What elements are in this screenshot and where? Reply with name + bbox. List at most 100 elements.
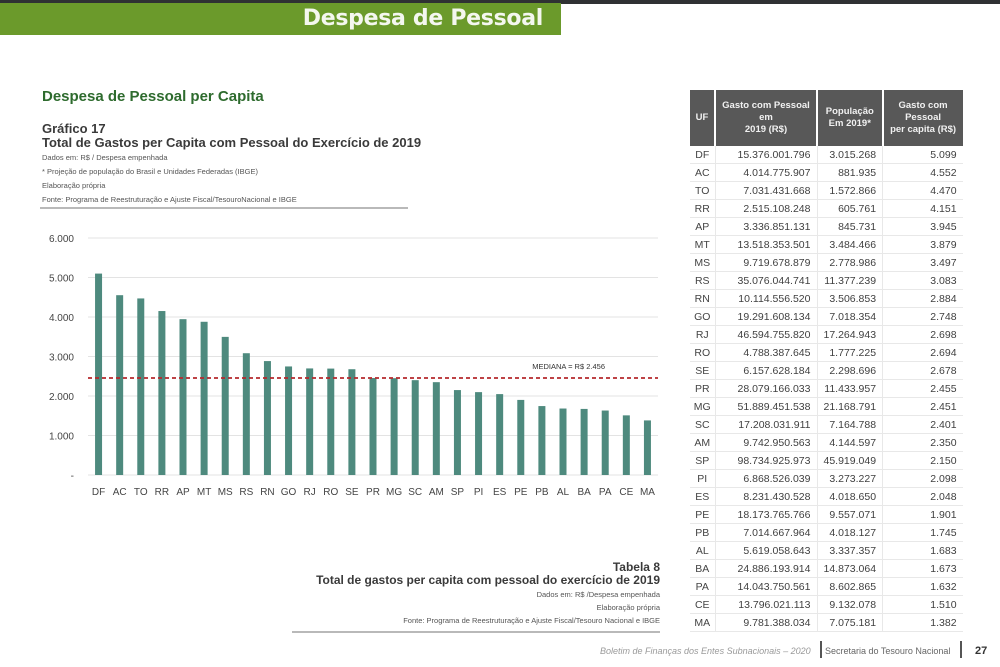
- cell-uf: MT: [690, 235, 716, 254]
- cell-uf: AM: [690, 433, 716, 452]
- x-tick-label: BA: [577, 487, 591, 498]
- x-tick-label: AC: [113, 487, 127, 498]
- cell-uf: MA: [690, 613, 716, 632]
- cell-per-capita: 2.678: [882, 361, 963, 380]
- cell-uf: RJ: [690, 325, 716, 344]
- y-tick-label: 3.000: [49, 353, 74, 364]
- cell-gasto: 5.619.058.643: [715, 541, 818, 560]
- cell-per-capita: 3.497: [882, 253, 963, 272]
- y-tick-label: 1.000: [49, 432, 74, 443]
- header-per-capita: Gasto com Pessoal per capita (R$): [882, 90, 963, 146]
- x-tick-label: SP: [451, 487, 465, 498]
- x-tick-label: CE: [619, 487, 633, 498]
- cell-gasto: 10.114.556.520: [715, 289, 818, 308]
- cell-uf: ES: [690, 487, 716, 506]
- bar: [137, 298, 145, 475]
- cell-populacao: 7.075.181: [817, 613, 884, 632]
- table-row: ES 8.231.430.528 4.018.650 2.048: [690, 487, 963, 506]
- cell-uf: BA: [690, 559, 716, 578]
- x-tick-label: RN: [260, 487, 274, 498]
- cell-gasto: 13.518.353.501: [715, 235, 818, 254]
- cell-gasto: 3.336.851.131: [715, 217, 818, 236]
- cell-populacao: 11.377.239: [817, 271, 884, 290]
- cell-populacao: 7.164.788: [817, 415, 884, 434]
- x-tick-label: PB: [535, 487, 549, 498]
- table-caption-divider: [292, 631, 660, 633]
- cell-per-capita: 2.698: [882, 325, 963, 344]
- bar: [242, 353, 250, 475]
- bar: [538, 406, 546, 475]
- cell-uf: RO: [690, 343, 716, 362]
- table-row: PR 28.079.166.033 11.433.957 2.455: [690, 379, 963, 398]
- x-tick-label: MT: [197, 487, 211, 498]
- cell-gasto: 15.376.001.796: [715, 146, 818, 164]
- cell-per-capita: 1.510: [882, 595, 963, 614]
- header-gasto-line: Gasto com Pessoal: [722, 100, 810, 111]
- table-row: AM 9.742.950.563 4.144.597 2.350: [690, 433, 963, 452]
- table-row: DF 15.376.001.796 3.015.268 5.099: [690, 146, 963, 164]
- cell-per-capita: 1.632: [882, 577, 963, 596]
- cell-uf: SP: [690, 451, 716, 470]
- cell-populacao: 14.873.064: [817, 559, 884, 578]
- table-row: PE 18.173.765.766 9.557.071 1.901: [690, 505, 963, 524]
- cell-populacao: 3.506.853: [817, 289, 884, 308]
- bar: [200, 321, 208, 475]
- median-label: MEDIANA = R$ 2.456: [532, 362, 605, 371]
- table-body: DF 15.376.001.796 3.015.268 5.099 AC 4.014.77…: [690, 146, 963, 632]
- header-uf-label: UF: [695, 112, 709, 123]
- table-row: PI 6.868.526.039 3.273.227 2.098: [690, 469, 963, 488]
- header-uf: UF: [690, 90, 716, 146]
- x-tick-label: MG: [386, 487, 402, 498]
- x-tick-label: AL: [557, 487, 570, 498]
- table-caption-number: Tabela 8: [612, 560, 660, 574]
- footer-separator: [960, 641, 962, 658]
- cell-gasto: 13.796.021.113: [715, 595, 818, 614]
- cell-uf: RN: [690, 289, 716, 308]
- x-tick-label: RO: [323, 487, 338, 498]
- cell-gasto: 4.014.775.907: [715, 163, 818, 182]
- cell-uf: AC: [690, 163, 716, 182]
- header-pc-line: Pessoal: [905, 112, 942, 123]
- cell-per-capita: 2.455: [882, 379, 963, 398]
- cell-per-capita: 4.470: [882, 181, 963, 200]
- x-tick-label: SE: [345, 487, 359, 498]
- bar: [622, 415, 630, 475]
- cell-populacao: 4.144.597: [817, 433, 884, 452]
- cell-populacao: 3.337.357: [817, 541, 884, 560]
- bar: [559, 408, 567, 475]
- bar: [475, 392, 483, 475]
- cell-populacao: 7.018.354: [817, 307, 884, 326]
- cell-per-capita: 3.879: [882, 235, 963, 254]
- cell-uf: TO: [690, 181, 716, 200]
- bar: [411, 380, 419, 475]
- table-row: MT 13.518.353.501 3.484.466 3.879: [690, 235, 963, 254]
- bar: [390, 378, 398, 475]
- cell-uf: RS: [690, 271, 716, 290]
- figure-note: Fonte: Programa de Reestruturação e Ajus…: [42, 195, 297, 204]
- table-row: RN 10.114.556.520 3.506.853 2.884: [690, 289, 963, 308]
- table-row: MS 9.719.678.879 2.778.986 3.497: [690, 253, 963, 272]
- cell-populacao: 1.572.866: [817, 181, 884, 200]
- cell-gasto: 18.173.765.766: [715, 505, 818, 524]
- banner-title: Despesa de Pessoal: [302, 6, 544, 31]
- x-tick-label: AM: [429, 487, 444, 498]
- header-populacao: População Em 2019*: [817, 90, 884, 146]
- bar: [369, 378, 377, 475]
- bar: [327, 368, 335, 475]
- bar: [285, 366, 293, 475]
- header-gasto-line: em: [759, 112, 773, 123]
- cell-uf: GO: [690, 307, 716, 326]
- cell-gasto: 28.079.166.033: [715, 379, 818, 398]
- bar: [221, 336, 229, 475]
- cell-gasto: 35.076.044.741: [715, 271, 818, 290]
- cell-per-capita: 3.945: [882, 217, 963, 236]
- figure-divider: [40, 207, 408, 209]
- cell-gasto: 19.291.608.134: [715, 307, 818, 326]
- cell-populacao: 3.273.227: [817, 469, 884, 488]
- cell-gasto: 17.208.031.911: [715, 415, 818, 434]
- cell-populacao: 2.298.696: [817, 361, 884, 380]
- cell-gasto: 7.014.667.964: [715, 523, 818, 542]
- cell-populacao: 9.132.078: [817, 595, 884, 614]
- cell-gasto: 4.788.387.645: [715, 343, 818, 362]
- table-caption-note: Fonte: Programa de Reestruturação e Ajus…: [403, 616, 660, 625]
